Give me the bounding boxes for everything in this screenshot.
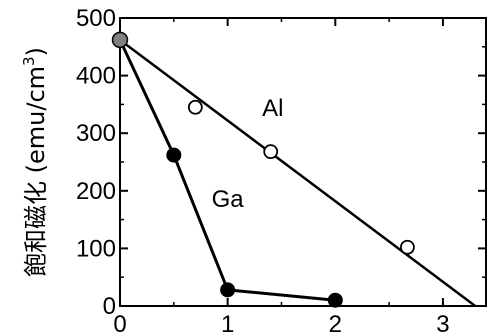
- data-point-al: [400, 239, 415, 255]
- y-axis-label-superscript: 3: [20, 56, 38, 66]
- x-tick-label: 2: [329, 311, 342, 334]
- axis-ticks-group: [119, 17, 486, 307]
- x-tick-label: 3: [436, 311, 449, 334]
- data-point-al: [187, 99, 203, 115]
- data-point-ga: [220, 282, 236, 298]
- data-point-ga: [327, 292, 343, 308]
- data-point-al: [263, 144, 279, 160]
- series-line-ga: [118, 39, 336, 302]
- y-tick-label: 100: [76, 235, 116, 262]
- series-label-al: Al: [262, 95, 283, 122]
- y-tick-label: 0: [103, 293, 116, 320]
- series-line-al: [119, 38, 476, 308]
- data-point-ga: [166, 147, 182, 163]
- y-tick-label: 300: [76, 120, 116, 147]
- series-label-ga: Ga: [212, 186, 245, 213]
- data-points-group: [111, 31, 415, 308]
- y-tick-label: 400: [76, 63, 116, 90]
- y-tick-label: 500: [76, 5, 116, 32]
- x-tick-label: 0: [113, 311, 126, 334]
- series-lines-group: [118, 38, 476, 308]
- y-axis-label-main: 飽和磁化 (emu/cm: [22, 66, 50, 277]
- data-point-shared-origin: [111, 31, 129, 49]
- y-axis-label-close: ): [22, 47, 50, 56]
- y-tick-label: 200: [76, 178, 116, 205]
- x-tick-label: 1: [221, 311, 234, 334]
- y-axis-label: 飽和磁化 (emu/cm3): [20, 47, 50, 277]
